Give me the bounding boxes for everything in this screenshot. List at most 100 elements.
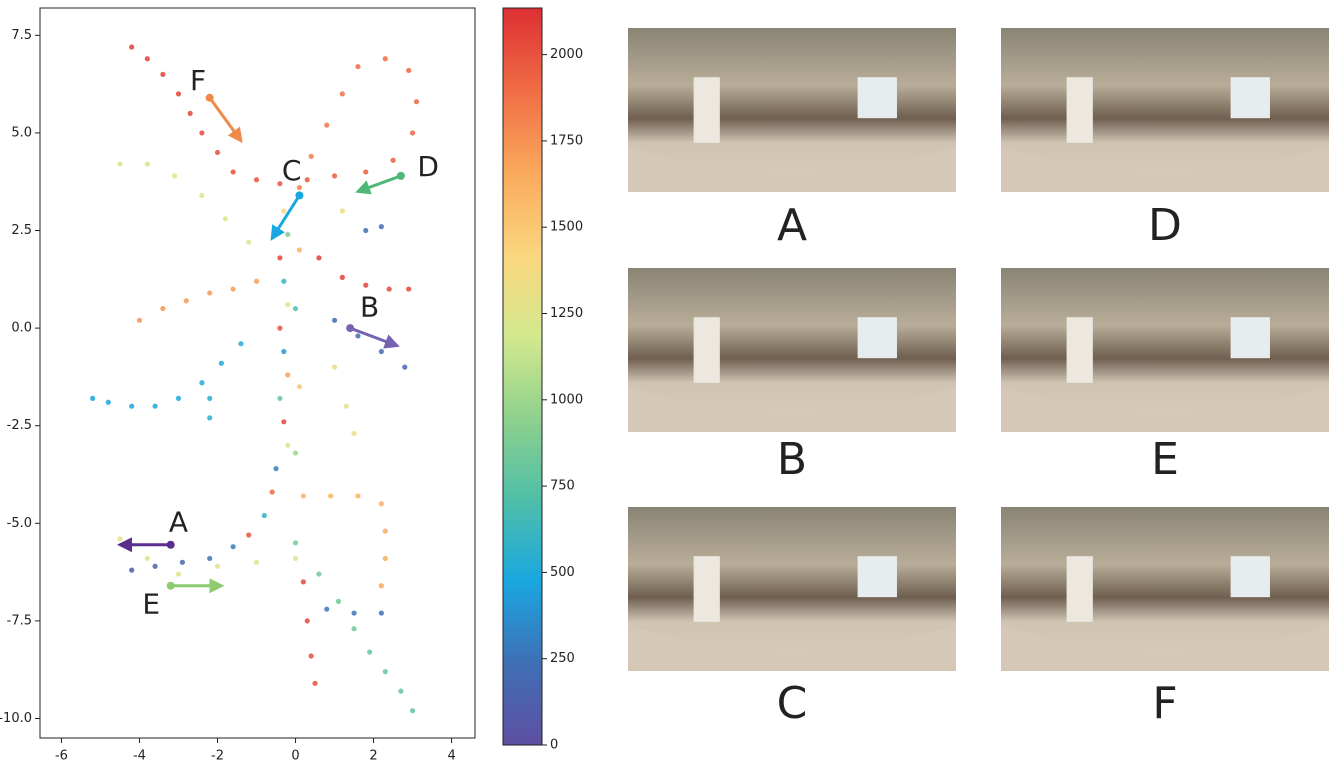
- point: [339, 208, 345, 214]
- point: [406, 67, 412, 74]
- point: [175, 571, 182, 577]
- point: [363, 227, 369, 234]
- point: [179, 559, 185, 565]
- panel-label: F: [1152, 678, 1177, 729]
- point: [218, 360, 225, 366]
- panel-label: C: [777, 678, 808, 729]
- point: [390, 157, 396, 163]
- panorama-floor: [628, 146, 956, 192]
- annotation-label: B: [360, 291, 379, 324]
- colorbar-tick-label: 1250: [550, 306, 583, 321]
- annotation-arrow: [270, 194, 301, 241]
- point: [398, 688, 404, 694]
- y-tick-label: 5.0: [11, 125, 32, 140]
- annotation-dot: [166, 540, 175, 549]
- point: [300, 579, 306, 585]
- point: [277, 255, 283, 261]
- x-tick-label: -4: [133, 749, 146, 764]
- point: [331, 173, 338, 179]
- point: [363, 169, 369, 175]
- colorbar-tick-label: 0: [550, 738, 558, 753]
- point: [355, 493, 361, 499]
- point: [339, 274, 345, 280]
- panorama-floor: [1001, 625, 1329, 671]
- point: [292, 305, 299, 312]
- point: [285, 302, 291, 308]
- point: [296, 384, 303, 390]
- point: [144, 56, 150, 62]
- point: [207, 395, 213, 401]
- point: [129, 567, 135, 573]
- annotation-dot: [396, 171, 405, 180]
- point: [105, 399, 111, 405]
- point: [273, 466, 279, 472]
- point: [351, 610, 357, 616]
- point: [261, 512, 267, 519]
- annotation-label: F: [190, 64, 206, 97]
- point: [281, 208, 287, 214]
- point: [363, 282, 369, 288]
- annotation-dot: [166, 581, 175, 590]
- point: [144, 555, 150, 562]
- point: [386, 286, 392, 292]
- panorama-floor: [1001, 386, 1329, 432]
- panorama-window: [1230, 77, 1270, 119]
- point: [230, 286, 236, 292]
- point: [175, 91, 182, 97]
- x-tick-label: 0: [291, 749, 299, 764]
- x-tick-label: 4: [447, 749, 455, 764]
- panorama-door: [693, 317, 720, 383]
- panorama-window: [857, 317, 897, 359]
- point: [382, 669, 388, 675]
- y-tick-label: -10.0: [0, 711, 32, 726]
- point: [285, 231, 291, 238]
- panorama-door: [693, 556, 720, 622]
- y-tick-label: -7.5: [7, 613, 32, 628]
- colorbar-tick-label: 1000: [550, 392, 583, 407]
- point: [413, 99, 420, 105]
- point: [207, 555, 213, 562]
- panorama-window: [857, 556, 897, 598]
- point: [90, 395, 96, 401]
- panel-label: A: [777, 200, 807, 251]
- annotation-label: A: [169, 505, 188, 538]
- point: [199, 192, 205, 198]
- panorama-door: [1066, 556, 1093, 622]
- point: [343, 403, 349, 409]
- panorama-door: [693, 77, 720, 143]
- colorbar-tick-label: 2000: [550, 47, 583, 62]
- point: [160, 305, 166, 312]
- point: [335, 598, 342, 604]
- point: [152, 403, 158, 409]
- point: [129, 44, 135, 50]
- colorbar-tick-label: 750: [550, 479, 575, 494]
- point: [183, 298, 189, 304]
- annotation-dot: [205, 93, 214, 102]
- annotation-arrow: [349, 326, 400, 349]
- point: [277, 395, 283, 401]
- point: [199, 380, 205, 386]
- point: [324, 606, 330, 612]
- point: [238, 341, 244, 347]
- point: [409, 708, 416, 714]
- x-tick-label: -2: [211, 749, 224, 764]
- point: [316, 571, 322, 577]
- y-tick-label: 7.5: [11, 28, 32, 43]
- point: [382, 555, 388, 562]
- annotation-dot: [295, 191, 304, 200]
- point: [277, 325, 283, 331]
- point: [246, 532, 252, 538]
- point: [117, 536, 123, 542]
- point: [300, 493, 306, 499]
- point: [214, 563, 221, 569]
- point: [328, 493, 334, 499]
- point: [292, 450, 299, 456]
- point: [281, 278, 287, 284]
- plot-frame: [39, 7, 476, 739]
- panorama-door: [1066, 317, 1093, 383]
- point: [175, 395, 182, 401]
- point: [331, 317, 338, 323]
- point: [378, 501, 384, 507]
- point: [129, 403, 135, 409]
- point: [207, 415, 213, 421]
